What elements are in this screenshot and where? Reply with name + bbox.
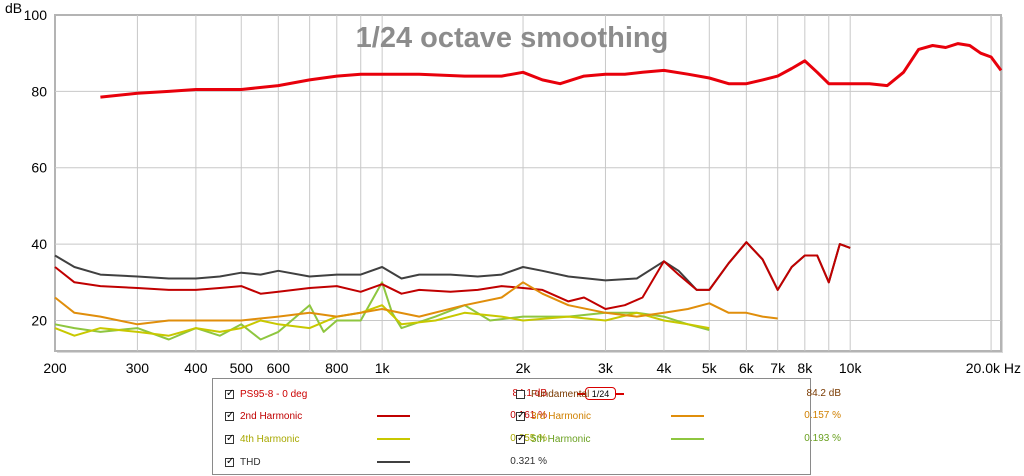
x-tick-label: 1k (375, 360, 391, 376)
legend-checkbox-4th-harmonic[interactable] (225, 433, 234, 445)
legend-line-swatch (616, 393, 624, 395)
legend-item-5th-harmonic[interactable]: 5th Harmonic (516, 431, 590, 447)
legend-value: 0.193 % (804, 433, 841, 444)
series-line-5th-harmonic (54, 281, 710, 341)
x-tick-label: 500 (230, 360, 254, 376)
legend-label: PS95-8 - 0 deg (240, 388, 308, 400)
legend-checkbox-ps95-8-0-deg[interactable] (225, 388, 234, 400)
legend-item-fundamental[interactable]: Fundamental (516, 386, 589, 402)
y-tick-label: 60 (31, 160, 47, 176)
legend-value: 0.161 % (510, 410, 547, 421)
x-tick-label: 800 (325, 360, 349, 376)
x-tick-label: 200 (43, 360, 67, 376)
legend-label: 2nd Harmonic (240, 410, 303, 422)
x-tick-label: 2k (516, 360, 532, 376)
legend-label: Fundamental (531, 388, 590, 400)
legend-value: 0.157 % (804, 410, 841, 421)
legend-line-swatch (377, 438, 410, 440)
legend-item-3rd-harmonic[interactable]: 3rd Harmonic (516, 408, 591, 424)
chart-title: 1/24 octave smoothing (356, 22, 669, 54)
smoothing-badge[interactable]: 1/24 (585, 387, 616, 400)
legend-label: 3rd Harmonic (531, 410, 592, 422)
grid-lines (54, 14, 1003, 353)
legend-checkbox-2nd-harmonic[interactable] (225, 410, 234, 422)
x-tick-label: 600 (267, 360, 291, 376)
x-tick-label: 20.0k Hz (966, 360, 1021, 376)
legend-value: 84.2 dB (806, 388, 841, 399)
axis-ticks: 20 40 60 80 100 200 300 400 500 600 800 1k 2k 3k 4k 5k 6… (24, 7, 1021, 376)
y-tick-label: 100 (24, 7, 48, 23)
legend-item-2nd-harmonic[interactable]: 2nd Harmonic (225, 408, 302, 424)
y-tick-label: 40 (31, 236, 47, 252)
legend-item-ps95-8-0-deg[interactable]: PS95-8 - 0 deg (225, 386, 307, 402)
x-tick-label: 4k (657, 360, 673, 376)
x-tick-label: 8k (797, 360, 813, 376)
legend-label: 5th Harmonic (531, 433, 591, 445)
x-tick-label: 7k (770, 360, 786, 376)
legend-line-swatch (377, 415, 410, 417)
x-tick-label: 3k (598, 360, 614, 376)
legend-item-thd[interactable]: THD (225, 454, 261, 470)
x-tick-label: 6k (739, 360, 755, 376)
legend-checkbox-thd[interactable] (225, 456, 234, 468)
legend-label: 4th Harmonic (240, 433, 300, 445)
legend-checkbox-3rd-harmonic[interactable] (516, 410, 525, 422)
legend-item-4th-harmonic[interactable]: 4th Harmonic (225, 431, 299, 447)
x-tick-label: 300 (126, 360, 150, 376)
x-tick-label: 10k (839, 360, 863, 376)
x-tick-label: 400 (184, 360, 208, 376)
plot-area (54, 14, 1002, 352)
legend-value: 0.321 % (510, 456, 547, 467)
y-axis-label: dB (5, 0, 22, 16)
legend-line-swatch (377, 461, 410, 463)
series-lines (54, 42, 1003, 341)
series-line-ps95-8-0-deg (100, 42, 1003, 99)
series-line-3rd-harmonic (54, 281, 778, 326)
legend-line-swatch (577, 393, 585, 395)
legend-checkbox-5th-harmonic[interactable] (516, 433, 525, 445)
legend-label: THD (240, 456, 261, 468)
y-tick-label: 80 (31, 83, 47, 99)
frequency-response-chart: 20 40 60 80 100 200 300 400 500 600 800 1k 2k 3k 4k 5k 6… (5, 0, 1021, 376)
legend-line-swatch (671, 438, 704, 440)
legend-value: 0.055 % (510, 433, 547, 444)
x-tick-label: 5k (702, 360, 718, 376)
y-tick-label: 20 (31, 312, 47, 328)
legend-checkbox-fundamental[interactable] (516, 389, 525, 399)
legend-line-swatch (671, 415, 704, 417)
legend-value: 84.1 dB (512, 388, 547, 399)
